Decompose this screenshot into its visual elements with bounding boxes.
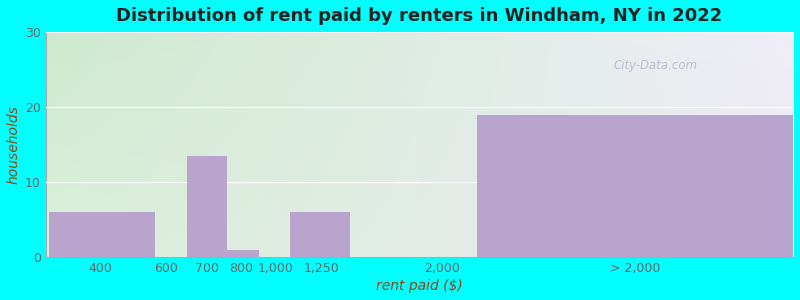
Y-axis label: households: households — [7, 105, 21, 184]
Title: Distribution of rent paid by renters in Windham, NY in 2022: Distribution of rent paid by renters in … — [116, 7, 722, 25]
X-axis label: rent paid ($): rent paid ($) — [376, 279, 463, 293]
Bar — [49, 212, 155, 257]
Bar — [227, 250, 258, 257]
Bar — [477, 115, 793, 257]
Bar — [186, 156, 227, 257]
Bar — [290, 212, 350, 257]
Text: City-Data.com: City-Data.com — [614, 59, 698, 72]
